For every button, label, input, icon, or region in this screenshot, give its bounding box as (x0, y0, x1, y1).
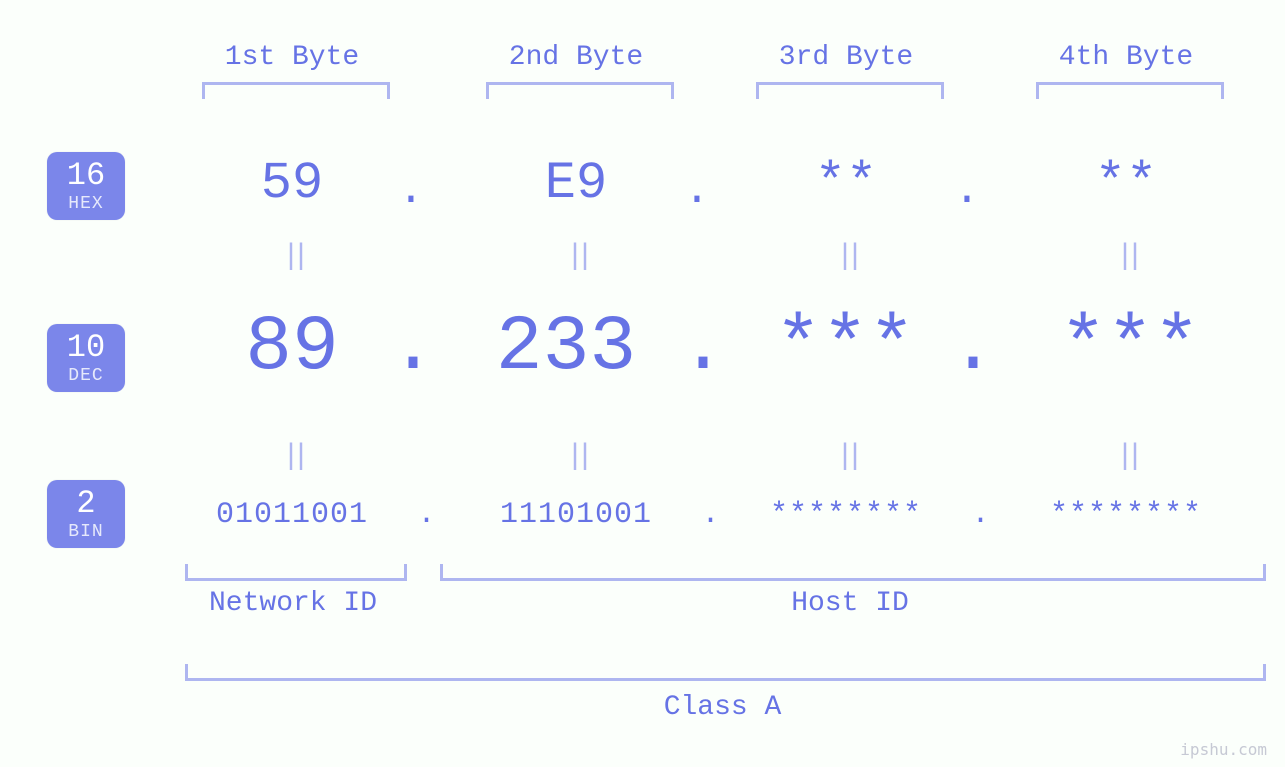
bin-byte-3: ******** (716, 498, 976, 532)
top-bracket-3 (756, 82, 944, 99)
hex-dot-2: . (682, 166, 712, 216)
dec-badge: 10 DEC (47, 324, 125, 392)
network-id-bracket (185, 564, 407, 581)
byte-header-2: 2nd Byte (476, 42, 676, 73)
dec-badge-num: 10 (47, 332, 125, 364)
bin-badge-lbl: BIN (47, 522, 125, 542)
hex-dot-3: . (952, 166, 982, 216)
dec-byte-4: *** (1000, 304, 1260, 392)
eq-hex-dec-4: || (1106, 240, 1146, 274)
eq-dec-bin-2: || (556, 440, 596, 474)
top-bracket-4 (1036, 82, 1224, 99)
bin-dot-3: . (966, 498, 996, 532)
bin-badge: 2 BIN (47, 480, 125, 548)
eq-dec-bin-4: || (1106, 440, 1146, 474)
dec-byte-1: 89 (182, 304, 402, 392)
eq-dec-bin-1: || (272, 440, 312, 474)
hex-badge: 16 HEX (47, 152, 125, 220)
top-bracket-1 (202, 82, 390, 99)
dec-dot-3: . (948, 304, 998, 392)
dec-byte-3: *** (720, 304, 970, 392)
network-id-label: Network ID (185, 588, 401, 619)
dec-byte-2: 233 (436, 304, 696, 392)
hex-badge-num: 16 (47, 160, 125, 192)
bin-byte-1: 01011001 (162, 498, 422, 532)
bin-badge-num: 2 (47, 488, 125, 520)
hex-badge-lbl: HEX (47, 194, 125, 214)
eq-hex-dec-2: || (556, 240, 596, 274)
byte-header-3: 3rd Byte (746, 42, 946, 73)
hex-dot-1: . (396, 166, 426, 216)
eq-dec-bin-3: || (826, 440, 866, 474)
bin-byte-4: ******** (996, 498, 1256, 532)
eq-hex-dec-3: || (826, 240, 866, 274)
byte-header-4: 4th Byte (1026, 42, 1226, 73)
dec-badge-lbl: DEC (47, 366, 125, 386)
top-bracket-2 (486, 82, 674, 99)
hex-byte-3: ** (746, 154, 946, 213)
byte-header-1: 1st Byte (192, 42, 392, 73)
host-id-label: Host ID (440, 588, 1260, 619)
watermark: ipshu.com (1180, 740, 1267, 759)
bin-dot-1: . (412, 498, 442, 532)
hex-byte-4: ** (1026, 154, 1226, 213)
bin-byte-2: 11101001 (446, 498, 706, 532)
dec-dot-1: . (388, 304, 438, 392)
class-label: Class A (185, 692, 1260, 723)
host-id-bracket (440, 564, 1266, 581)
class-bracket (185, 664, 1266, 681)
eq-hex-dec-1: || (272, 240, 312, 274)
hex-byte-1: 59 (192, 154, 392, 213)
hex-byte-2: E9 (476, 154, 676, 213)
